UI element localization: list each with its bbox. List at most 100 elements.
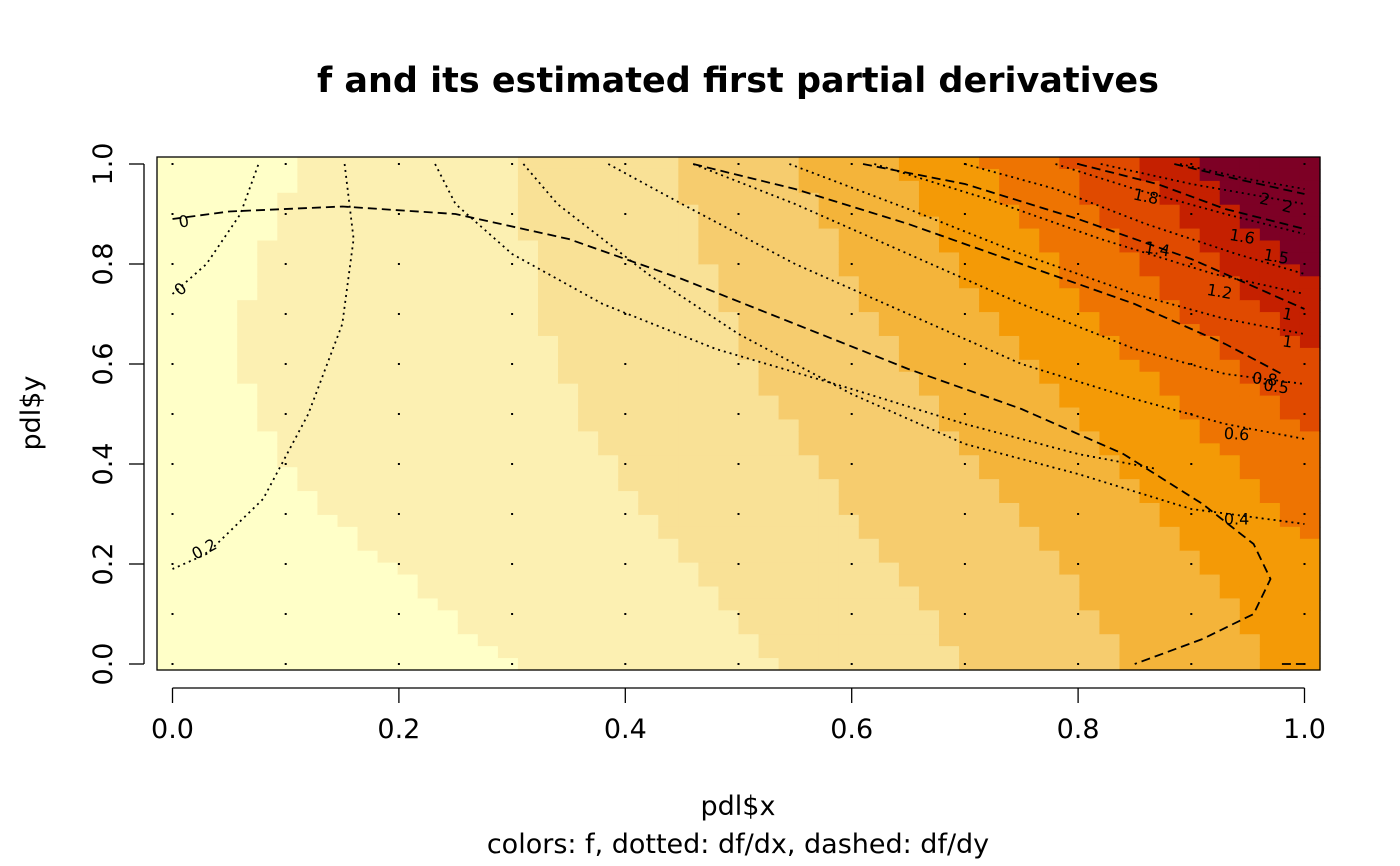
heatmap-cell [778, 431, 800, 444]
heatmap-cell [698, 526, 720, 540]
heatmap-cell [818, 574, 840, 588]
heatmap-cell [357, 157, 379, 170]
heatmap-cell [517, 526, 539, 540]
heatmap-cell [517, 300, 539, 313]
heatmap-cell [377, 514, 399, 528]
heatmap-cell [1019, 550, 1040, 564]
heatmap-cell [1059, 359, 1080, 373]
heatmap-cell [798, 228, 820, 242]
heatmap-cell [718, 371, 740, 385]
heatmap-cell [257, 216, 278, 230]
heatmap-cell [878, 300, 900, 313]
heatmap-cell [718, 634, 740, 647]
heatmap-cell [157, 526, 178, 540]
heatmap-cell [818, 419, 840, 432]
heatmap-cell [1079, 634, 1101, 647]
heatmap-cell [1259, 658, 1281, 671]
heatmap-cell [337, 204, 359, 218]
heatmap-cell [1239, 598, 1261, 611]
grid-point [1303, 263, 1306, 265]
heatmap-cell [497, 300, 519, 313]
heatmap-cell [818, 538, 840, 552]
heatmap-cell [1039, 502, 1060, 516]
heatmap-cell [618, 443, 639, 456]
heatmap-cell [537, 491, 559, 504]
heatmap-cell [397, 324, 419, 337]
heatmap-cell [457, 586, 479, 600]
heatmap-cell [778, 634, 800, 647]
heatmap-cell [638, 562, 659, 576]
heatmap-cell [1059, 455, 1080, 468]
heatmap-cell [698, 610, 720, 623]
y-tick-label: 0.4 [88, 443, 119, 486]
heatmap-cell [177, 204, 198, 218]
heatmap-cell [1279, 347, 1301, 361]
heatmap-cell [1199, 359, 1221, 373]
heatmap-cell [738, 347, 760, 361]
heatmap-cell [157, 479, 178, 492]
heatmap-cell [838, 550, 860, 564]
heatmap-cell [1119, 467, 1141, 480]
heatmap-cell [598, 240, 619, 254]
heatmap-cell [939, 479, 960, 492]
heatmap-cell [758, 646, 780, 659]
heatmap-cell [678, 467, 699, 480]
heatmap-cell [177, 622, 198, 635]
heatmap-cell [317, 312, 339, 325]
heatmap-cell [1119, 264, 1141, 277]
heatmap-cell [157, 491, 178, 504]
heatmap-cell [918, 252, 940, 265]
heatmap-cell [177, 252, 198, 265]
heatmap-cell [1299, 562, 1321, 576]
heatmap-cell [397, 550, 419, 564]
heatmap-cell [1019, 479, 1040, 492]
heatmap-cell [1079, 419, 1101, 432]
heatmap-cell [878, 312, 900, 325]
heatmap-cell [1059, 491, 1080, 504]
heatmap-cell [738, 359, 760, 373]
heatmap-cell [217, 204, 238, 218]
heatmap-cell [397, 407, 419, 421]
heatmap-cell [1039, 240, 1060, 254]
heatmap-cell [878, 514, 900, 528]
heatmap-cell [758, 192, 780, 206]
grid-point [1303, 313, 1306, 315]
heatmap-cell [1239, 371, 1261, 385]
heatmap-cell [999, 276, 1020, 289]
heatmap-cell [1039, 228, 1060, 242]
heatmap-cell [798, 395, 820, 409]
heatmap-cell [1079, 562, 1101, 576]
heatmap-cell [1179, 204, 1201, 218]
heatmap-cell [598, 419, 619, 432]
grid-point [511, 263, 514, 265]
heatmap-cell [1119, 347, 1141, 361]
heatmap-cell [217, 276, 238, 289]
heatmap-cell [918, 324, 940, 337]
heatmap-cell [1239, 192, 1261, 206]
heatmap-cell [798, 192, 820, 206]
heatmap-cell [638, 646, 659, 659]
heatmap-cell [457, 574, 479, 588]
heatmap-cell [437, 276, 459, 289]
heatmap-cell [477, 574, 499, 588]
heatmap-cell [517, 264, 539, 277]
heatmap-cell [618, 455, 639, 468]
heatmap-cell [1019, 538, 1040, 552]
heatmap-cell [177, 312, 198, 325]
heatmap-cell [1119, 371, 1141, 385]
heatmap-cell [918, 562, 940, 576]
heatmap-cell [397, 180, 419, 194]
heatmap-cell [157, 395, 178, 409]
heatmap-cell [959, 264, 980, 277]
heatmap-cell [317, 335, 339, 349]
heatmap-cell [598, 646, 619, 659]
heatmap-cell [678, 479, 699, 492]
heatmap-cell [437, 192, 459, 206]
heatmap-cell [1039, 574, 1060, 588]
heatmap-cell [979, 312, 1000, 325]
grid-point [1190, 263, 1193, 265]
heatmap-cell [497, 276, 519, 289]
heatmap-cell [1159, 479, 1181, 492]
heatmap-cell [1079, 550, 1101, 564]
heatmap-cell [417, 228, 439, 242]
